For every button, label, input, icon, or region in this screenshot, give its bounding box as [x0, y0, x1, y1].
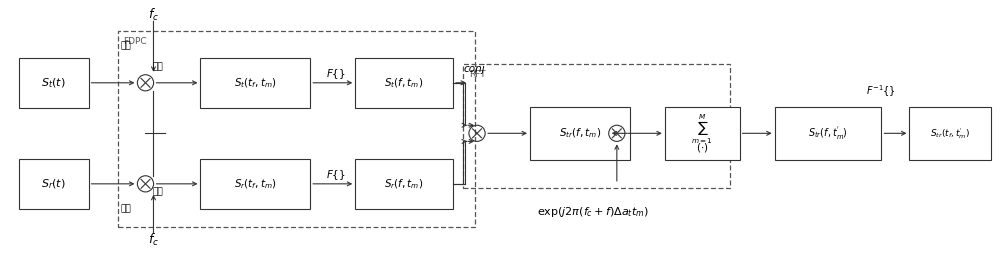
Text: RFT: RFT — [469, 70, 486, 79]
FancyBboxPatch shape — [200, 158, 310, 209]
Text: 分频: 分频 — [152, 62, 163, 71]
Text: $F^{-1}\{\}$: $F^{-1}\{\}$ — [866, 84, 896, 99]
Text: $(\cdot)$: $(\cdot)$ — [696, 141, 708, 154]
Text: $S_t(f,t_m)$: $S_t(f,t_m)$ — [384, 76, 424, 90]
Text: $S_t(t_f,t_m)$: $S_t(t_f,t_m)$ — [234, 76, 277, 90]
Text: $f_c$: $f_c$ — [148, 232, 159, 248]
FancyBboxPatch shape — [355, 158, 453, 209]
Text: $S_r(f,t_m)$: $S_r(f,t_m)$ — [384, 177, 424, 191]
Text: $S_r(t_f,t_m)$: $S_r(t_f,t_m)$ — [234, 177, 277, 191]
Text: $f_c$: $f_c$ — [148, 7, 159, 23]
Text: $\sum_{m=1}^{M}$: $\sum_{m=1}^{M}$ — [691, 113, 713, 146]
Text: $S_{tr}(t_f,t_m^{'})$: $S_{tr}(t_f,t_m^{'})$ — [930, 126, 970, 141]
Text: conj: conj — [463, 64, 485, 74]
Text: FDPC: FDPC — [124, 37, 147, 46]
FancyBboxPatch shape — [530, 107, 630, 160]
Text: 混频: 混频 — [121, 205, 131, 214]
Text: 分频: 分频 — [152, 187, 163, 196]
FancyBboxPatch shape — [19, 158, 89, 209]
FancyBboxPatch shape — [19, 58, 89, 108]
FancyBboxPatch shape — [775, 107, 881, 160]
Text: $F\{\}$: $F\{\}$ — [326, 168, 346, 182]
FancyBboxPatch shape — [200, 58, 310, 108]
Text: 混频: 混频 — [121, 42, 131, 51]
Text: $F\{\}$: $F\{\}$ — [326, 67, 346, 81]
Text: $S_t(t)$: $S_t(t)$ — [41, 76, 66, 90]
FancyBboxPatch shape — [909, 107, 991, 160]
Text: $S_{tr}(f,t_m^{'})$: $S_{tr}(f,t_m^{'})$ — [808, 124, 848, 142]
FancyBboxPatch shape — [665, 107, 740, 160]
FancyBboxPatch shape — [355, 58, 453, 108]
Text: $S_r(t)$: $S_r(t)$ — [41, 177, 66, 191]
Text: $S_{tr}(f,t_m)$: $S_{tr}(f,t_m)$ — [559, 126, 601, 140]
Text: $\exp(j2\pi(f_c+f)\Delta a_t t_m)$: $\exp(j2\pi(f_c+f)\Delta a_t t_m)$ — [537, 205, 649, 219]
